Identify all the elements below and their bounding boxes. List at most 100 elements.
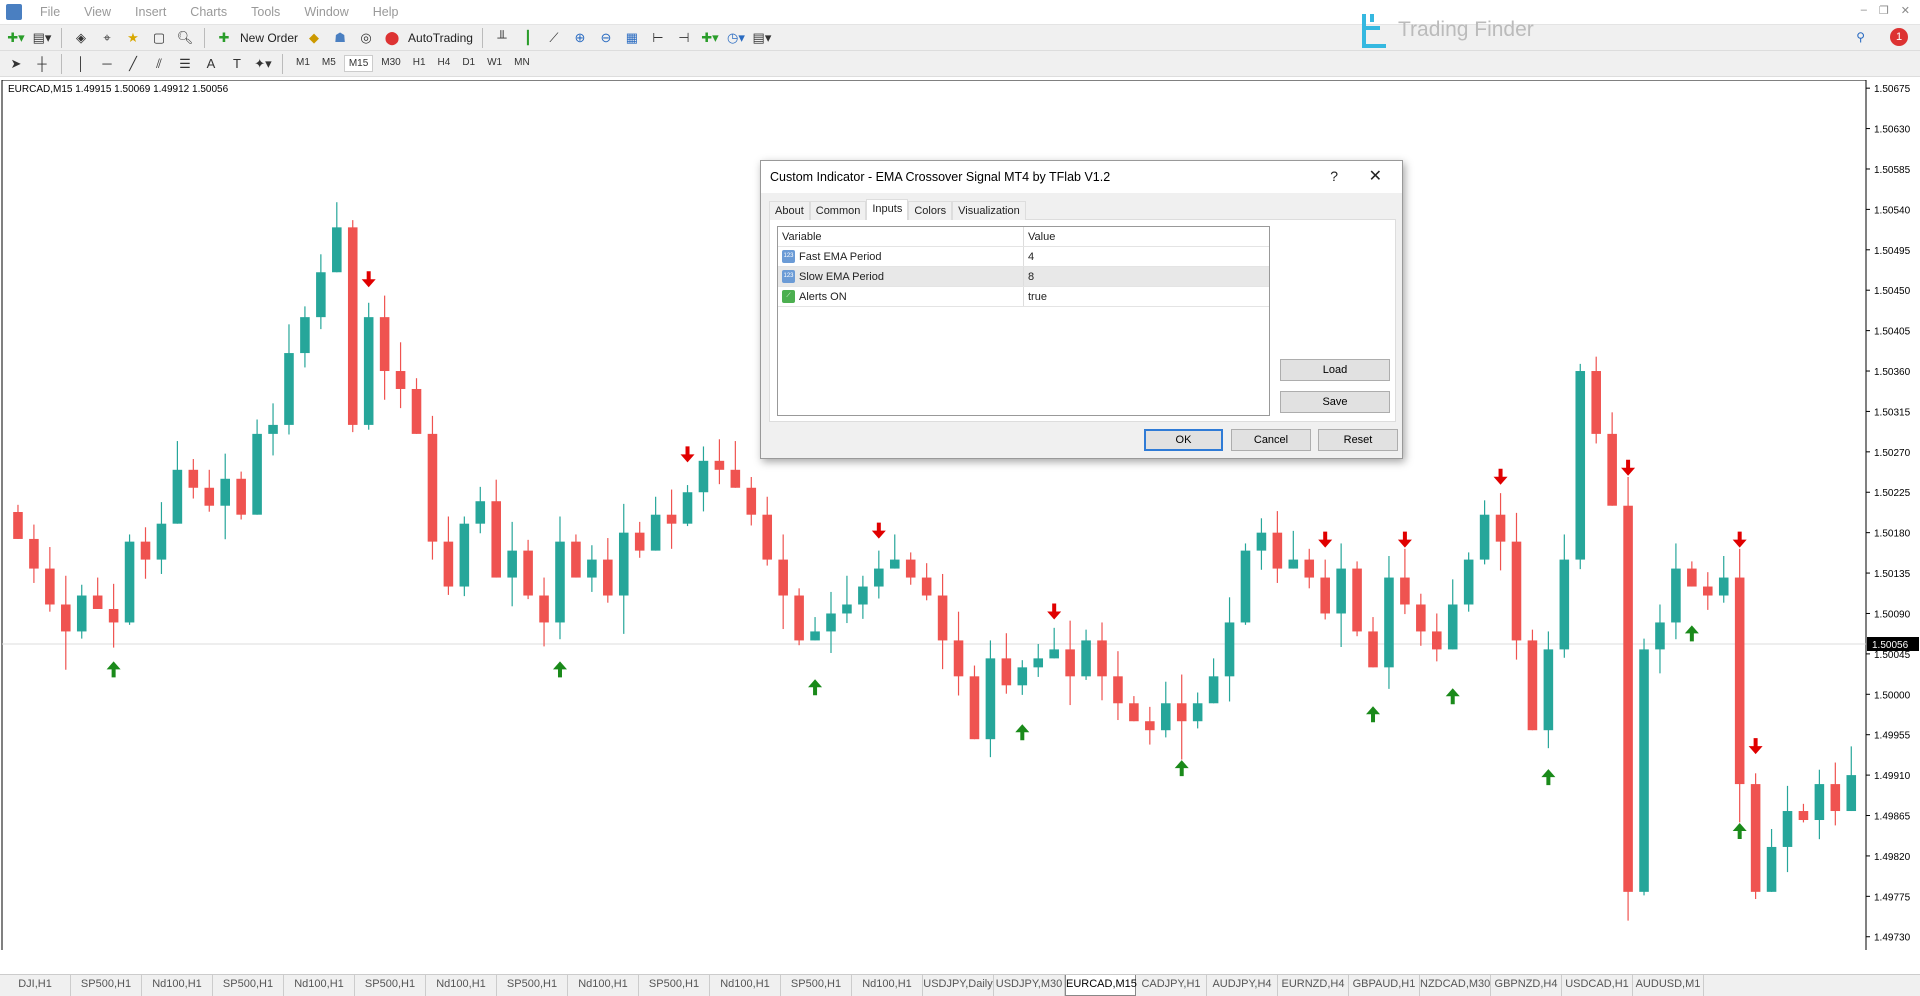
line-chart-icon[interactable]: ⟋ xyxy=(549,29,559,45)
search-icon[interactable]: ⚲ xyxy=(1856,30,1865,44)
new-chart-icon[interactable]: ✚▾ xyxy=(7,29,25,45)
notifications-icon[interactable]: 1 xyxy=(1890,28,1908,46)
market-watch-icon[interactable]: ◈ xyxy=(76,29,86,45)
menu-view[interactable]: View xyxy=(84,5,112,19)
chart-tab[interactable]: SP500,H1 xyxy=(781,975,852,996)
value-cell[interactable]: 8 xyxy=(1028,270,1035,283)
chart-tab[interactable]: EURCAD,M15 xyxy=(1065,975,1137,996)
help-button[interactable]: ? xyxy=(1330,168,1338,184)
chart-tab[interactable]: Nd100,H1 xyxy=(426,975,497,996)
chart-tab[interactable]: GBPNZD,H4 xyxy=(1491,975,1562,996)
text-label-icon[interactable]: T xyxy=(233,56,241,71)
timeframe-m1[interactable]: M1 xyxy=(296,57,310,68)
candle-body xyxy=(45,568,55,605)
profiles-icon[interactable]: ▤▾ xyxy=(32,29,52,45)
close-icon[interactable]: ✕ xyxy=(1900,5,1910,17)
timeframe-d1[interactable]: D1 xyxy=(462,57,476,68)
load-button[interactable]: Load xyxy=(1280,359,1390,381)
arrows-icon[interactable]: ✦▾ xyxy=(254,55,272,71)
metaeditor-icon[interactable]: ◆ xyxy=(309,29,320,45)
tab-about[interactable]: About xyxy=(769,201,810,220)
text-icon[interactable]: A xyxy=(206,56,216,71)
chart-tab[interactable]: EURNZD,H4 xyxy=(1278,975,1349,996)
chart-tab[interactable]: SP500,H1 xyxy=(639,975,710,996)
chart-tab[interactable]: CADJPY,H1 xyxy=(1136,975,1207,996)
reset-button[interactable]: Reset xyxy=(1318,429,1398,451)
terminal-icon[interactable]: ▢ xyxy=(152,29,166,45)
chart-tab[interactable]: USDCAD,H1 xyxy=(1562,975,1633,996)
timeframe-m15[interactable]: M15 xyxy=(343,55,374,72)
input-row[interactable]: 123 Fast EMA Period 4 xyxy=(778,247,1269,267)
autoscroll-icon[interactable]: ⊣ xyxy=(678,29,690,45)
chart-tab[interactable]: AUDUSD,M1 xyxy=(1633,975,1704,996)
chart-tab[interactable]: NZDCAD,M30 xyxy=(1420,975,1491,996)
channel-icon[interactable]: ⫽ xyxy=(156,55,162,71)
chart-tab[interactable]: Nd100,H1 xyxy=(568,975,639,996)
chart-tab[interactable]: DJI,H1 xyxy=(0,975,71,996)
minimize-icon[interactable]: – xyxy=(1860,4,1867,16)
chart-tab[interactable]: SP500,H1 xyxy=(71,975,142,996)
menu-file[interactable]: File xyxy=(40,5,61,19)
horizontal-line-icon[interactable]: ─ xyxy=(102,56,112,71)
candle-body xyxy=(13,512,23,539)
timeframe-mn[interactable]: MN xyxy=(514,57,530,68)
autotrading-button[interactable]: AutoTrading xyxy=(408,30,473,45)
input-row[interactable]: 123 Slow EMA Period 8 xyxy=(778,267,1269,287)
navigator-icon[interactable]: ★ xyxy=(127,29,139,45)
candlestick-icon[interactable]: ┃ xyxy=(524,29,532,45)
chart-tab[interactable]: SP500,H1 xyxy=(355,975,426,996)
menu-help[interactable]: Help xyxy=(372,5,399,19)
value-cell[interactable]: 4 xyxy=(1028,250,1035,263)
timeframe-w1[interactable]: W1 xyxy=(487,57,503,68)
chart-shift-icon[interactable]: ⊢ xyxy=(652,29,664,45)
tab-inputs[interactable]: Inputs xyxy=(866,199,909,220)
templates-icon[interactable]: ▤▾ xyxy=(752,29,772,45)
chart-tab[interactable]: GBPAUD,H1 xyxy=(1349,975,1420,996)
zoom-in-icon[interactable]: ⊕ xyxy=(574,29,586,45)
tab-colors[interactable]: Colors xyxy=(908,201,953,220)
tab-common[interactable]: Common xyxy=(809,201,867,220)
timeframe-m5[interactable]: M5 xyxy=(321,57,336,68)
cursor-icon[interactable]: ➤ xyxy=(10,55,22,71)
zoom-out-icon[interactable]: ⊖ xyxy=(600,29,612,45)
chart-tab[interactable]: Nd100,H1 xyxy=(710,975,781,996)
fibonacci-icon[interactable]: ☰ xyxy=(179,55,191,71)
input-row[interactable]: ⟋ Alerts ON true xyxy=(778,287,1269,307)
chart-tab[interactable]: Nd100,H1 xyxy=(284,975,355,996)
save-button[interactable]: Save xyxy=(1280,391,1390,413)
menu-insert[interactable]: Insert xyxy=(135,5,167,19)
timeframe-h1[interactable]: H1 xyxy=(412,57,426,68)
value-cell[interactable]: true xyxy=(1028,290,1047,303)
ok-button[interactable]: OK xyxy=(1144,429,1223,451)
chart-tab[interactable]: SP500,H1 xyxy=(213,975,284,996)
close-button[interactable]: ✕ xyxy=(1368,168,1382,185)
menu-tools[interactable]: Tools xyxy=(251,5,281,19)
restore-icon[interactable]: ❐ xyxy=(1878,5,1889,17)
candle-body xyxy=(571,541,581,578)
chart-tab[interactable]: USDJPY,M30 xyxy=(994,975,1065,996)
data-window-icon[interactable]: ⌖ xyxy=(103,29,111,45)
signals-icon[interactable]: ☗ xyxy=(334,29,346,45)
timeframe-m30[interactable]: M30 xyxy=(381,57,401,68)
strategy-tester-icon[interactable]: 🔍︎ xyxy=(176,29,194,45)
menu-charts[interactable]: Charts xyxy=(190,5,228,19)
bar-chart-icon[interactable]: ╨ xyxy=(497,30,507,45)
new-order-button[interactable]: New Order xyxy=(240,30,299,45)
chart-tab[interactable]: SP500,H1 xyxy=(497,975,568,996)
chart-tab[interactable]: Nd100,H1 xyxy=(852,975,923,996)
cancel-button[interactable]: Cancel xyxy=(1231,429,1311,451)
chart-tab[interactable]: Nd100,H1 xyxy=(142,975,213,996)
periods-icon[interactable]: ◷▾ xyxy=(727,29,745,45)
chart-tab[interactable]: AUDJPY,H4 xyxy=(1207,975,1278,996)
chart-tab[interactable]: USDJPY,Daily xyxy=(923,975,994,996)
candle-body xyxy=(507,550,517,578)
market-icon[interactable]: ◎ xyxy=(360,29,372,45)
vertical-line-icon[interactable]: │ xyxy=(76,56,86,71)
timeframe-h4[interactable]: H4 xyxy=(437,57,451,68)
tile-windows-icon[interactable]: ▦ xyxy=(625,29,639,45)
crosshair-icon[interactable]: ┼ xyxy=(37,56,47,71)
menu-window[interactable]: Window xyxy=(304,5,349,19)
tab-visualization[interactable]: Visualization xyxy=(952,201,1026,220)
indicators-icon[interactable]: ✚▾ xyxy=(701,29,719,45)
trendline-icon[interactable]: ╱ xyxy=(129,55,137,71)
